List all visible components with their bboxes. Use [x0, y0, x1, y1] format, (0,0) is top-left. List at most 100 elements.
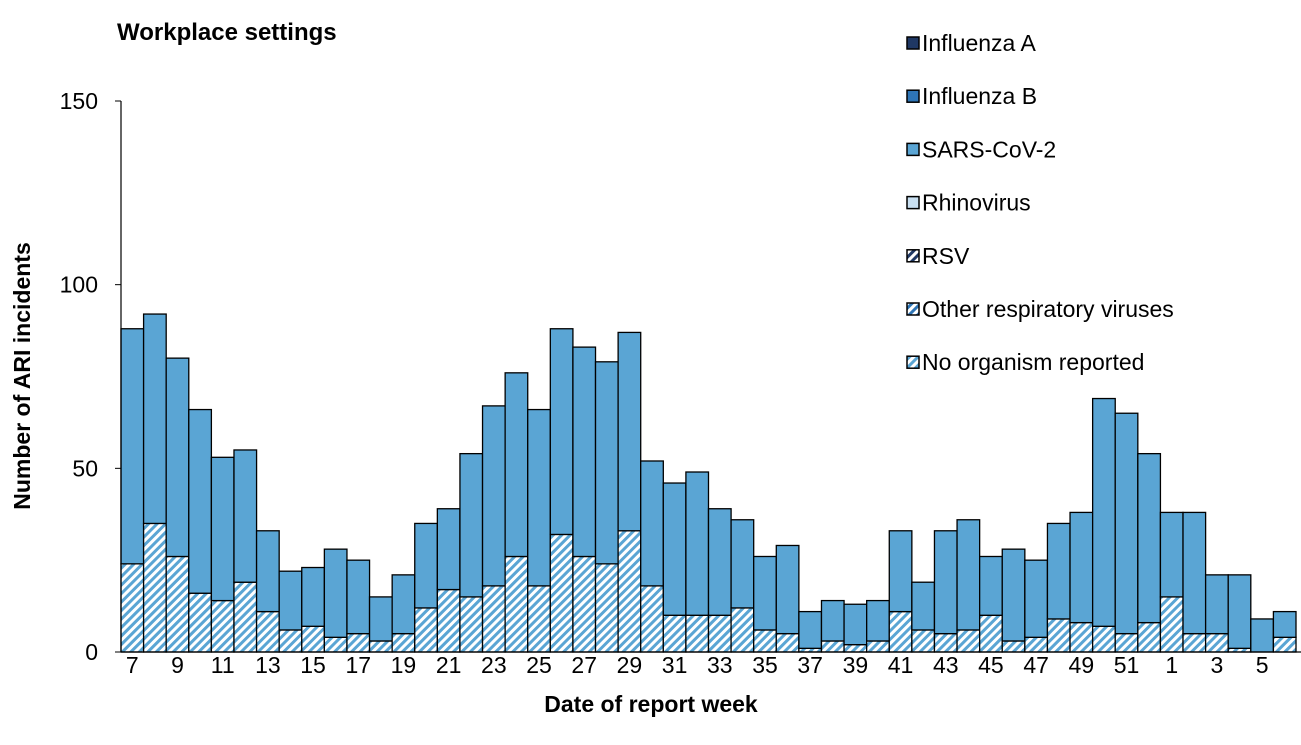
bar-segment	[1114, 412, 1139, 635]
y-tick-label: 50	[72, 455, 98, 481]
bar-segment	[1046, 522, 1071, 620]
bar-segment	[1024, 636, 1049, 653]
bar-segment	[436, 588, 461, 653]
bar-segment	[730, 519, 755, 609]
bar-segment	[1159, 511, 1184, 598]
bar-segment	[617, 530, 642, 653]
legend-swatch	[906, 355, 920, 369]
x-tick-label: 41	[888, 652, 914, 678]
bar-segment	[414, 522, 438, 609]
bar-segment	[210, 456, 235, 602]
y-axis-label: Number of ARI incidents	[9, 242, 35, 510]
bar-segment	[1091, 625, 1116, 653]
legend-label: Influenza A	[922, 30, 1036, 56]
legend-swatch	[906, 195, 920, 210]
bar-segment	[775, 632, 800, 653]
bar-segment	[459, 596, 484, 653]
bar-segment	[301, 625, 326, 653]
bar-segment	[1137, 621, 1162, 653]
x-tick-label: 21	[436, 652, 462, 678]
x-tick-label: 47	[1023, 652, 1049, 678]
x-tick-label: 17	[345, 652, 371, 678]
bar-segment	[843, 644, 868, 653]
bar-segment	[1069, 621, 1094, 653]
legend-swatch	[906, 89, 920, 103]
x-axis-label: Date of report week	[544, 691, 758, 717]
bar-segment	[1114, 632, 1139, 653]
bar-segment	[594, 563, 619, 653]
bar-segment	[1182, 511, 1207, 635]
bar-segment	[933, 530, 958, 635]
bar-segment	[346, 632, 371, 653]
bar-segment	[255, 610, 280, 653]
legend-label: Rhinovirus	[922, 190, 1031, 216]
legend-swatch	[906, 36, 920, 50]
x-tick-label: 9	[171, 652, 184, 678]
bar-segment	[820, 599, 845, 642]
bar-segment	[255, 530, 280, 613]
bar-segment	[1046, 618, 1071, 653]
bar-segment	[527, 585, 551, 653]
bar-segment	[323, 548, 348, 638]
x-tick-label: 49	[1069, 652, 1095, 678]
bar-segment	[911, 581, 936, 631]
bar-segment	[1091, 397, 1116, 627]
bar-segment	[1227, 574, 1252, 649]
bar-segment	[459, 452, 484, 598]
bar-segment	[1069, 511, 1094, 624]
legend-label: Influenza B	[922, 83, 1037, 109]
bar-segment	[1272, 636, 1297, 653]
bar-segment	[572, 555, 597, 653]
bar-segment	[233, 449, 258, 583]
x-tick-label: 11	[211, 652, 235, 678]
x-tick-label: 23	[481, 652, 507, 678]
bar-segment	[572, 346, 597, 558]
x-tick-label: 27	[571, 652, 597, 678]
bar-segment	[888, 610, 913, 653]
bar-segment	[120, 563, 145, 653]
bar-segment	[188, 408, 213, 594]
bar-segment	[1182, 632, 1207, 653]
bar-segment	[142, 522, 167, 653]
bar-segment	[866, 599, 890, 642]
bar-segment	[414, 607, 438, 653]
bar-segment	[346, 559, 371, 635]
bar-segment	[911, 629, 936, 653]
bar-segment	[1204, 632, 1229, 653]
bar-segment	[1001, 640, 1026, 653]
bar-segment	[278, 570, 303, 631]
legend-swatch	[906, 302, 920, 316]
bar-segment	[1272, 610, 1297, 638]
x-tick-label: 1	[1165, 652, 1178, 678]
bar-segment	[888, 530, 913, 613]
bar-segment	[1250, 618, 1275, 653]
chart-title: Workplace settings	[117, 19, 337, 46]
legend-swatch	[906, 142, 920, 157]
bar-segment	[798, 610, 823, 649]
bar-segment	[504, 555, 529, 653]
bar-segment	[979, 555, 1003, 616]
y-tick-label: 150	[60, 88, 98, 114]
x-tick-label: 45	[978, 652, 1004, 678]
bar-segment	[323, 636, 348, 653]
legend-swatch	[906, 249, 920, 263]
legend-label: Other respiratory viruses	[922, 296, 1174, 322]
bar-segment	[753, 629, 777, 653]
bar-segment	[120, 328, 145, 565]
bar-segment	[640, 585, 664, 653]
legend-label: No organism reported	[922, 349, 1144, 375]
bar-segment	[527, 408, 551, 587]
bar-segment	[210, 599, 235, 653]
bar-segment	[391, 632, 416, 653]
x-tick-label: 39	[843, 652, 869, 678]
bar-segment	[685, 614, 710, 653]
x-tick-label: 29	[617, 652, 643, 678]
bar-segment	[594, 361, 619, 565]
legend-label: RSV	[922, 243, 970, 269]
x-tick-label: 7	[126, 652, 139, 678]
x-tick-label: 19	[391, 652, 417, 678]
x-tick-label: 3	[1211, 652, 1224, 678]
bar-segment	[753, 555, 777, 631]
bar-segment	[979, 614, 1003, 653]
bar-segment	[549, 328, 574, 536]
